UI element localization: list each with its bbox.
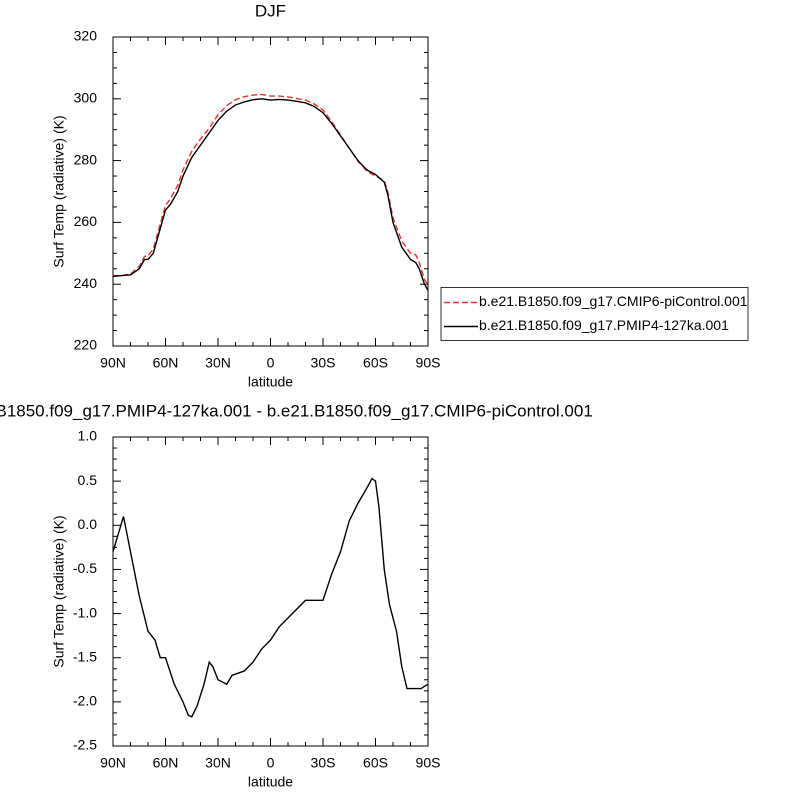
x-tick-label: 30S — [311, 755, 336, 771]
data-line — [113, 93, 429, 286]
y-tick-label: 0.5 — [78, 472, 98, 488]
x-tick-label: 60S — [363, 755, 388, 771]
y-tick-label: -2.0 — [73, 693, 97, 709]
x-tick-label: 90N — [100, 755, 126, 771]
data-line — [112, 98, 429, 291]
chart-title: DJF — [255, 1, 286, 20]
legend-label: b.e21.B1850.f09_g17.CMIP6-piControl.001 — [479, 293, 748, 309]
x-tick-label: 60N — [153, 355, 179, 371]
y-tick-label: 280 — [74, 151, 98, 167]
x-tick-label: 90S — [416, 755, 441, 771]
y-tick-label: 240 — [74, 275, 98, 291]
plot-frame — [112, 436, 429, 747]
x-tick-label: 30N — [205, 355, 231, 371]
x-axis-label: latitude — [248, 374, 293, 390]
x-tick-label: 30N — [205, 755, 231, 771]
x-tick-label: 90S — [416, 355, 441, 371]
y-tick-label: -0.5 — [73, 560, 97, 576]
y-tick-label: 300 — [74, 90, 98, 106]
y-tick-label: 220 — [74, 337, 98, 353]
y-tick-label: -2.5 — [73, 737, 97, 753]
chart-title: b.e21.B1850.f09_g17.PMIP4-127ka.001 - b.… — [0, 401, 593, 420]
x-tick-label: 30S — [311, 355, 336, 371]
x-tick-label: 0 — [267, 755, 275, 771]
plot-frame — [112, 36, 429, 347]
legend-box — [440, 287, 749, 341]
x-axis-label: latitude — [248, 774, 293, 790]
x-tick-label: 90N — [100, 355, 126, 371]
x-tick-label: 0 — [267, 355, 275, 371]
y-tick-label: 0.0 — [78, 516, 98, 532]
y-tick-label: 1.0 — [78, 428, 98, 444]
x-tick-label: 60S — [363, 355, 388, 371]
x-tick-label: 60N — [153, 755, 179, 771]
y-tick-label: 260 — [74, 213, 98, 229]
data-line — [112, 477, 429, 718]
y-tick-label: -1.5 — [73, 648, 97, 664]
y-axis-label: Surf Temp (radiative) (K) — [51, 115, 67, 267]
y-axis-label: Surf Temp (radiative) (K) — [51, 515, 67, 667]
legend-label: b.e21.B1850.f09_g17.PMIP4-127ka.001 — [479, 317, 729, 333]
y-tick-label: 320 — [74, 28, 98, 44]
y-tick-label: -1.0 — [73, 604, 97, 620]
legend: b.e21.B1850.f09_g17.CMIP6-piControl.001b… — [440, 287, 749, 341]
